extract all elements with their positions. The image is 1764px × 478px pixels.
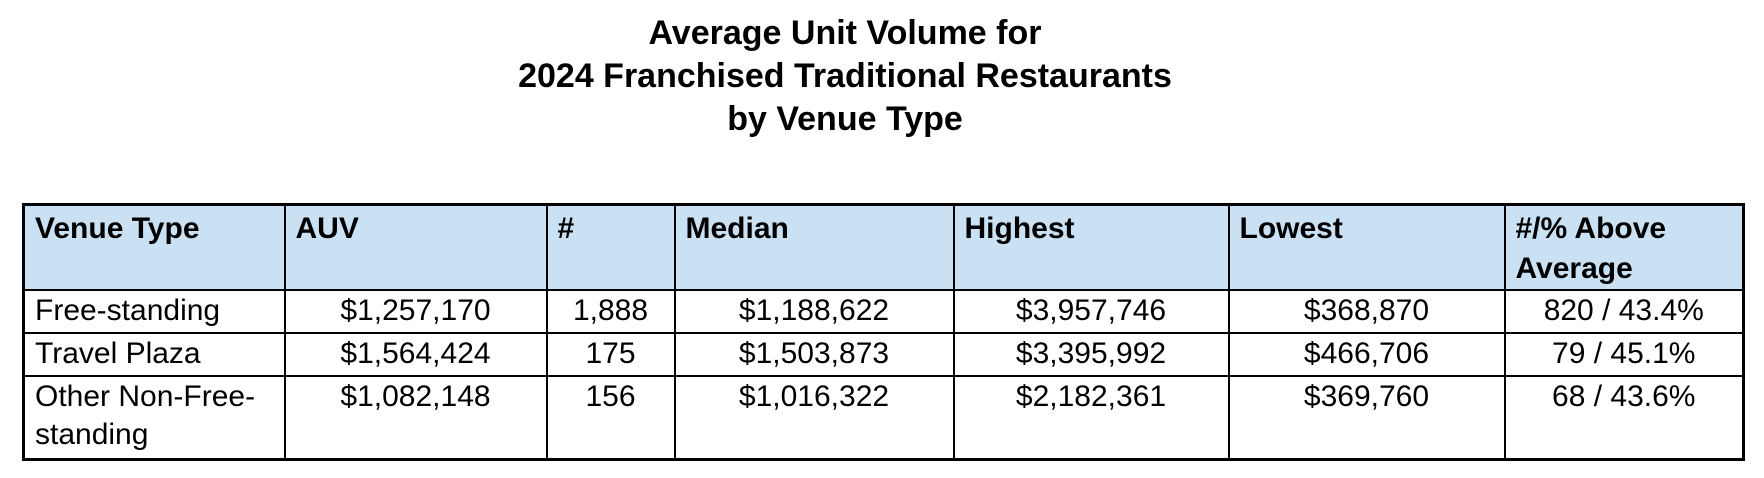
cell-auv: $1,257,170 bbox=[283, 289, 548, 334]
cell-venue-type: Other Non-Free-standing bbox=[22, 375, 286, 460]
column-header-venue-type: Venue Type bbox=[22, 203, 286, 291]
cell-auv: $1,082,148 bbox=[283, 375, 548, 460]
table-row-free-standing: Free-standing $1,257,170 1,888 $1,188,62… bbox=[22, 289, 1745, 334]
column-header-count: # bbox=[545, 203, 676, 291]
page-title-line-2: 2024 Franchised Traditional Restaurants bbox=[518, 57, 1172, 95]
cell-lowest: $368,870 bbox=[1227, 289, 1506, 334]
cell-median: $1,503,873 bbox=[673, 332, 955, 377]
column-header-above-average: #/% Above Average bbox=[1503, 203, 1745, 291]
cell-median: $1,016,322 bbox=[673, 375, 955, 460]
cell-count: 175 bbox=[545, 332, 676, 377]
cell-auv: $1,564,424 bbox=[283, 332, 548, 377]
cell-above-average: 68 / 43.6% bbox=[1503, 375, 1745, 460]
cell-count: 156 bbox=[545, 375, 676, 460]
table-row-travel-plaza: Travel Plaza $1,564,424 175 $1,503,873 $… bbox=[22, 332, 1745, 377]
column-header-auv: AUV bbox=[283, 203, 548, 291]
cell-lowest: $369,760 bbox=[1227, 375, 1506, 460]
cell-median: $1,188,622 bbox=[673, 289, 955, 334]
cell-above-average: 820 / 43.4% bbox=[1503, 289, 1745, 334]
cell-venue-type: Travel Plaza bbox=[22, 332, 286, 377]
cell-above-average: 79 / 45.1% bbox=[1503, 332, 1745, 377]
column-header-median: Median bbox=[673, 203, 955, 291]
cell-lowest: $466,706 bbox=[1227, 332, 1506, 377]
column-header-lowest: Lowest bbox=[1227, 203, 1506, 291]
cell-count: 1,888 bbox=[545, 289, 676, 334]
cell-venue-type: Free-standing bbox=[22, 289, 286, 334]
page-title-line-3: by Venue Type bbox=[727, 100, 963, 138]
table-row-other-non-free-standing: Other Non-Free-standing $1,082,148 156 $… bbox=[22, 375, 1745, 460]
cell-highest: $2,182,361 bbox=[952, 375, 1230, 460]
table-header-row: Venue Type AUV # Median Highest Lowest #… bbox=[22, 203, 1745, 291]
page-title: Average Unit Volume for 2024 Franchised … bbox=[0, 12, 1690, 141]
cell-highest: $3,957,746 bbox=[952, 289, 1230, 334]
cell-highest: $3,395,992 bbox=[952, 332, 1230, 377]
column-header-highest: Highest bbox=[952, 203, 1230, 291]
page-title-line-1: Average Unit Volume for bbox=[648, 14, 1042, 52]
auv-by-venue-type-table: Venue Type AUV # Median Highest Lowest #… bbox=[22, 203, 1745, 461]
